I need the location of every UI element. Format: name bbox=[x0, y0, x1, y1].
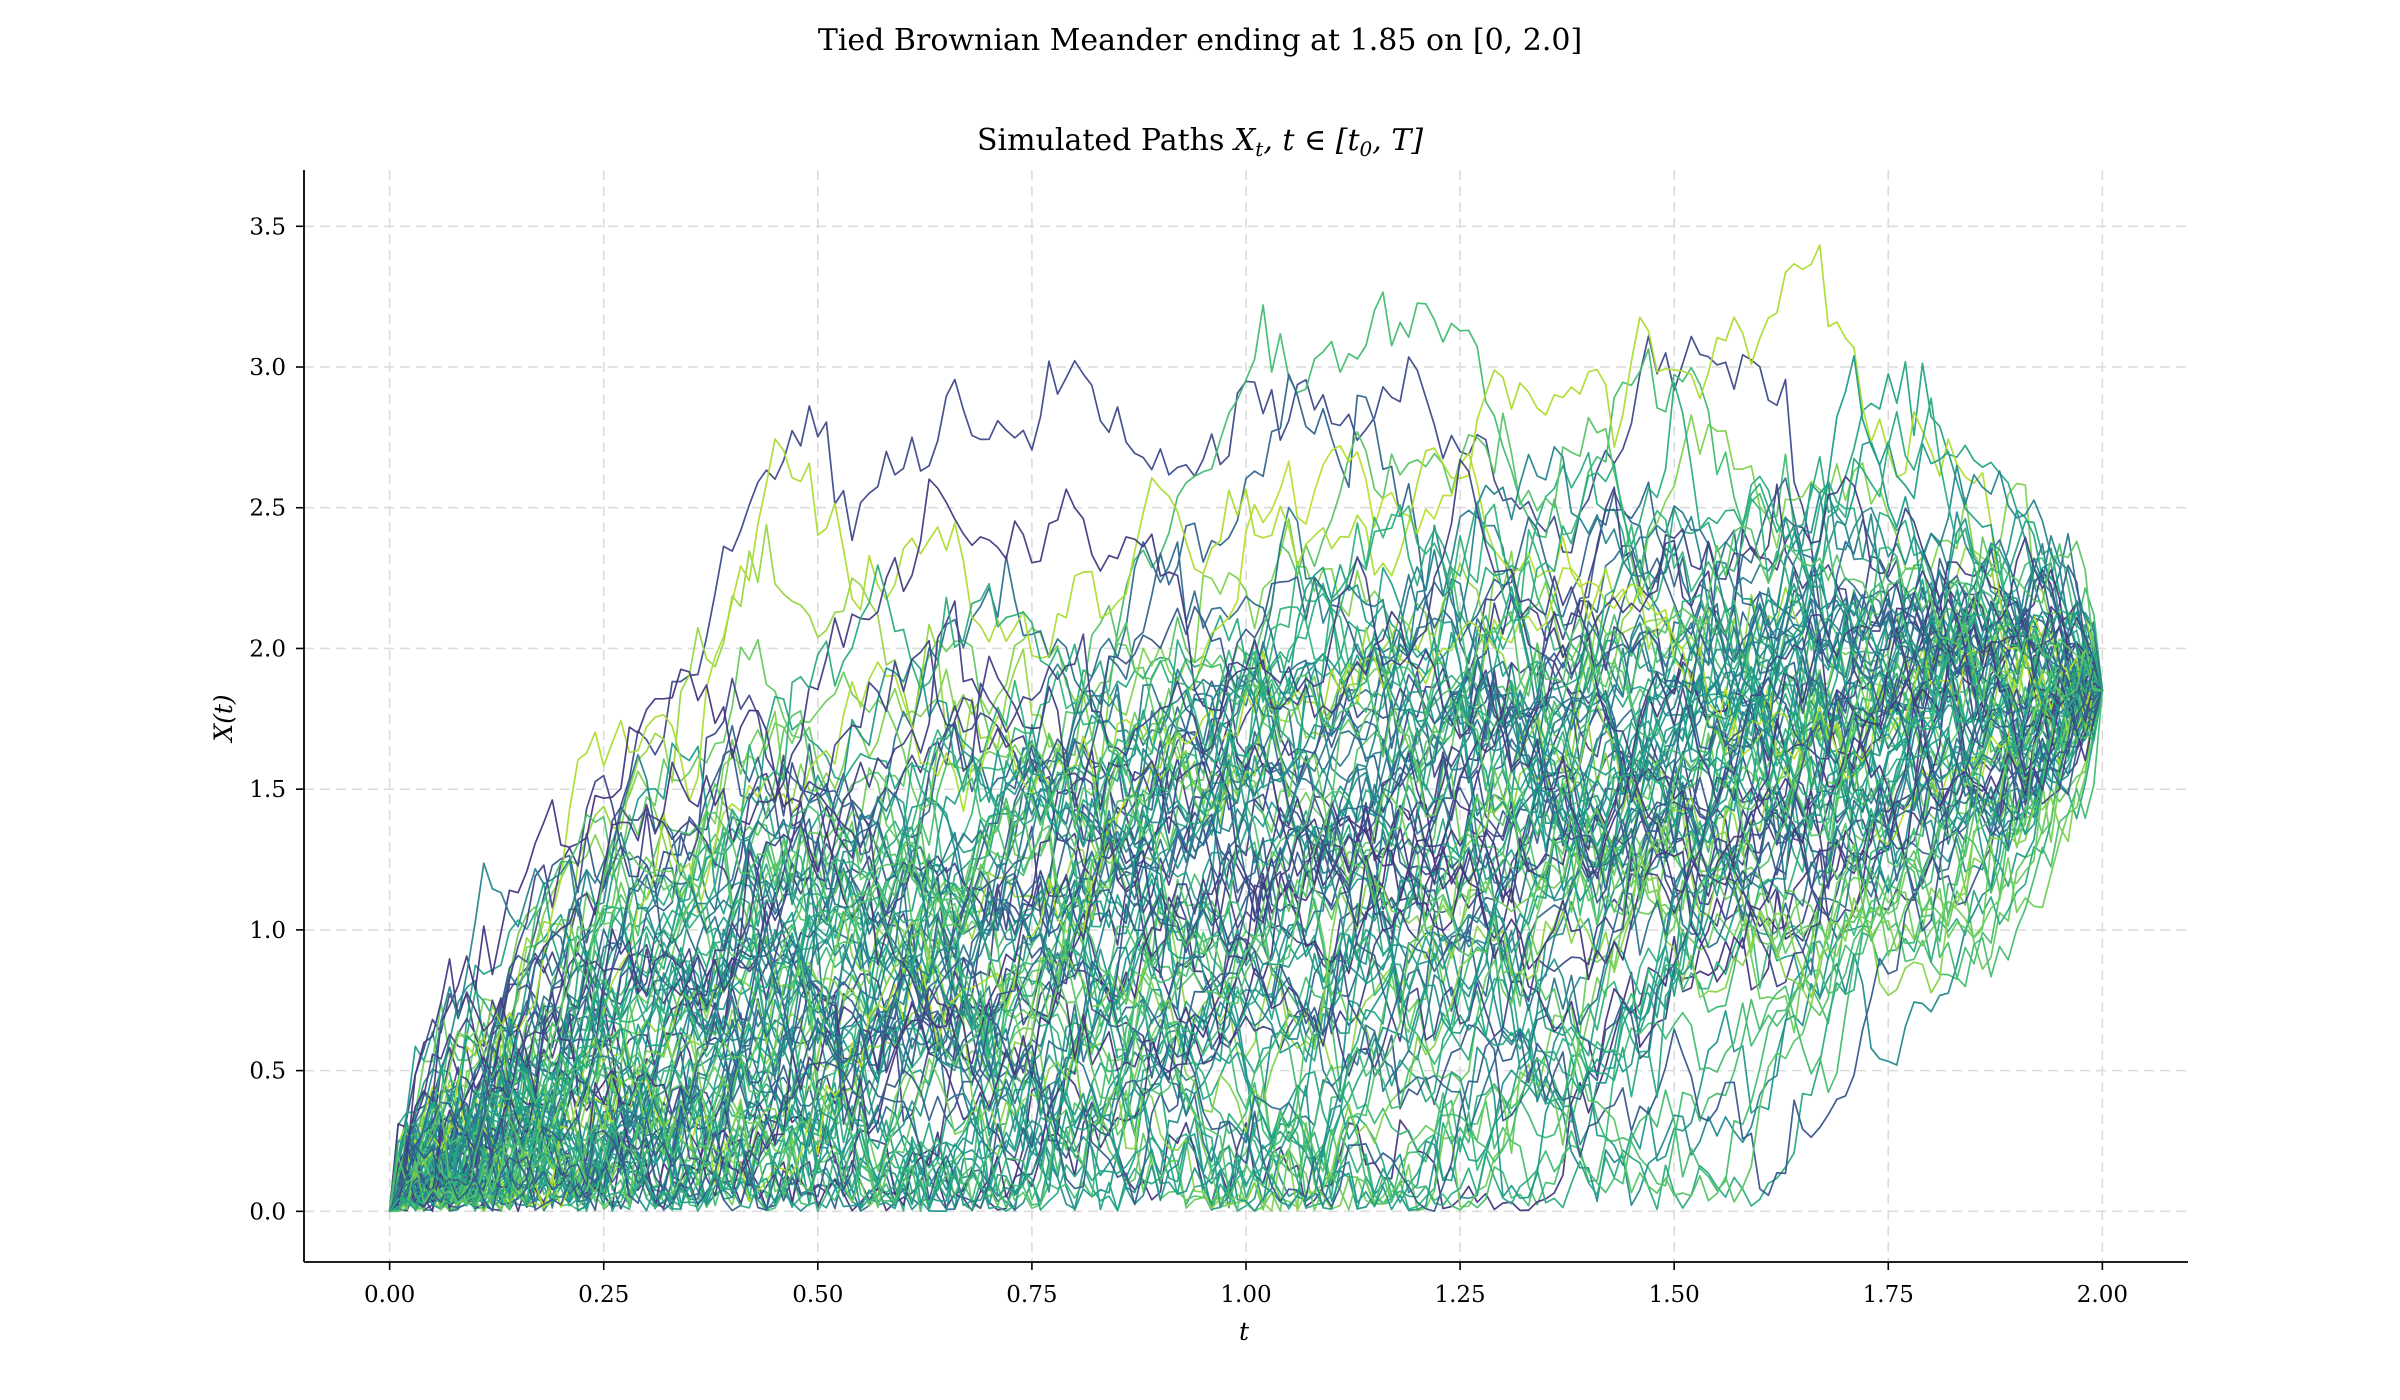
path-line bbox=[388, 656, 2104, 1212]
y-tick-label: 2.5 bbox=[249, 496, 286, 522]
x-tick-label: 0.75 bbox=[1006, 1282, 1057, 1308]
path-line bbox=[389, 567, 2103, 1213]
chart-title-math-sub2: 0 bbox=[1360, 137, 1373, 161]
y-axis-label: X(t) bbox=[209, 694, 238, 743]
x-tick-label: 1.75 bbox=[1863, 1282, 1914, 1308]
y-tick-label: 1.5 bbox=[249, 777, 286, 803]
path-line bbox=[388, 517, 2104, 1212]
path-line bbox=[388, 690, 2104, 1212]
path-line bbox=[388, 576, 2103, 1212]
path-line bbox=[389, 506, 2104, 1212]
path-line bbox=[389, 597, 2103, 1213]
path-line bbox=[388, 668, 2104, 1212]
path-line bbox=[388, 663, 2104, 1212]
chart-title-text: Simulated Paths bbox=[977, 123, 1234, 158]
path-line bbox=[388, 563, 2104, 1212]
y-tick-label: 1.0 bbox=[249, 918, 286, 944]
path-line bbox=[388, 608, 2103, 1212]
x-tick-label: 1.50 bbox=[1649, 1282, 1700, 1308]
path-line bbox=[388, 560, 2104, 1213]
y-tick-label: 2.0 bbox=[249, 636, 286, 662]
x-axis-label: t bbox=[1239, 1317, 1250, 1346]
path-line bbox=[388, 690, 2104, 1213]
path-line bbox=[389, 381, 2104, 1213]
path-line bbox=[388, 464, 2103, 1212]
path-line bbox=[388, 582, 2104, 1212]
axes: 0.00 0.25 0.50 0.75 1.00 1.25 1.50 1.75 2.00 0.0 0… bbox=[249, 170, 2188, 1308]
y-tick-label: 3.5 bbox=[249, 214, 286, 240]
x-tick-label: 1.00 bbox=[1220, 1282, 1271, 1308]
paths bbox=[388, 244, 2104, 1213]
chart-title: Simulated Paths Xt, t ∈ [t0, T] bbox=[977, 123, 1423, 161]
chart-title-math-end: , T] bbox=[1372, 123, 1423, 158]
x-tick-label: 0.25 bbox=[578, 1282, 629, 1308]
path-line bbox=[388, 559, 2103, 1212]
path-line bbox=[388, 636, 2104, 1212]
figure-suptitle: Tied Brownian Meander ending at 1.85 on … bbox=[818, 23, 1582, 58]
x-tick-label: 1.25 bbox=[1434, 1282, 1485, 1308]
path-line bbox=[388, 361, 2103, 1213]
path-line bbox=[388, 663, 2104, 1212]
path-line bbox=[388, 679, 2104, 1212]
path-line bbox=[388, 475, 2103, 1212]
chart-title-math-x: X bbox=[1232, 123, 1257, 158]
path-line bbox=[389, 525, 2103, 1213]
path-line bbox=[388, 638, 2104, 1212]
path-line bbox=[388, 601, 2104, 1213]
path-line bbox=[388, 675, 2103, 1212]
path-line bbox=[388, 536, 2104, 1212]
path-line bbox=[388, 581, 2103, 1212]
path-line bbox=[388, 574, 2104, 1212]
y-tick-label: 0.0 bbox=[249, 1199, 286, 1225]
path-line bbox=[389, 574, 2104, 1213]
path-line bbox=[388, 586, 2104, 1212]
path-line bbox=[388, 648, 2104, 1212]
chart-title-math-rest: , t ∈ [t bbox=[1263, 123, 1360, 158]
y-tick-label: 3.0 bbox=[249, 355, 286, 381]
path-line bbox=[388, 597, 2104, 1212]
path-line bbox=[388, 623, 2104, 1213]
x-tick-label: 0.00 bbox=[364, 1282, 415, 1308]
y-tick-label: 0.5 bbox=[249, 1059, 286, 1085]
path-line bbox=[388, 626, 2103, 1212]
path-line bbox=[388, 458, 2104, 1212]
x-tick-label: 2.00 bbox=[2077, 1282, 2128, 1308]
path-line bbox=[388, 244, 2104, 1212]
chart-title-math-sub: t bbox=[1255, 137, 1264, 161]
x-tick-label: 0.50 bbox=[792, 1282, 843, 1308]
